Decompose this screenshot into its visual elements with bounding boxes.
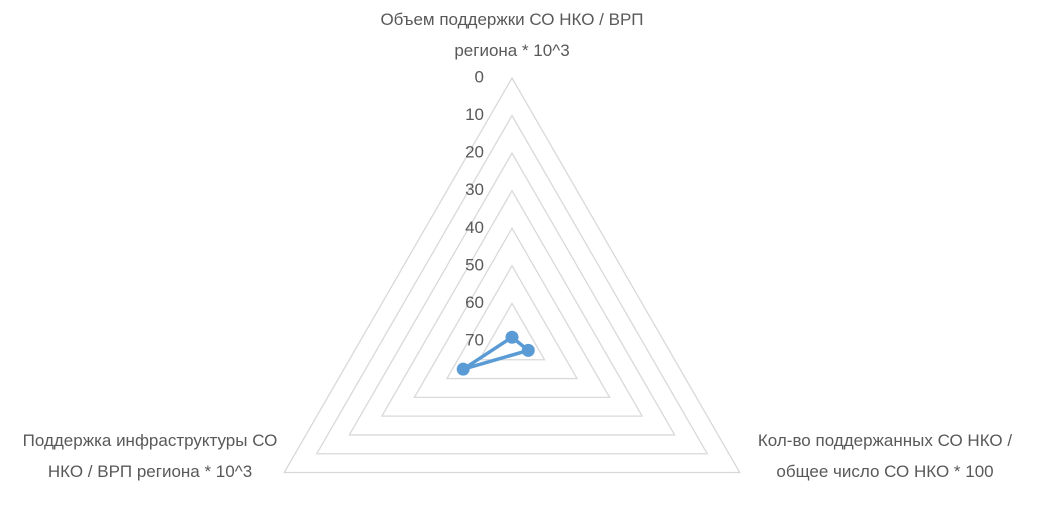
grid-ring	[283, 76, 741, 474]
axis-label: Поддержка инфраструктуры СО НКО / ВРП ре…	[22, 431, 278, 481]
marker	[456, 362, 470, 376]
r-tick-label: 40	[465, 218, 484, 237]
grid-ring	[348, 151, 676, 436]
r-tick-label: 0	[475, 67, 484, 86]
r-tick-label: 50	[465, 255, 484, 274]
r-tick-label: 70	[465, 330, 484, 349]
axis-label: Объем поддержки СО НКО / ВРП региона * 1…	[380, 10, 644, 60]
marker	[505, 330, 519, 344]
r-tick-label: 60	[465, 293, 484, 312]
r-tick-label: 20	[465, 143, 484, 162]
r-tick-label: 10	[465, 105, 484, 124]
r-tick-label: 30	[465, 180, 484, 199]
grid-ring	[445, 264, 579, 380]
marker	[521, 343, 535, 357]
grid-ring	[380, 189, 644, 417]
grid-ring	[478, 302, 546, 361]
grid-ring	[413, 226, 611, 399]
series-line	[461, 335, 531, 371]
axis-label: Кол-во поддержанных СО НКО / общее число…	[757, 431, 1013, 481]
grid-ring	[315, 114, 709, 455]
